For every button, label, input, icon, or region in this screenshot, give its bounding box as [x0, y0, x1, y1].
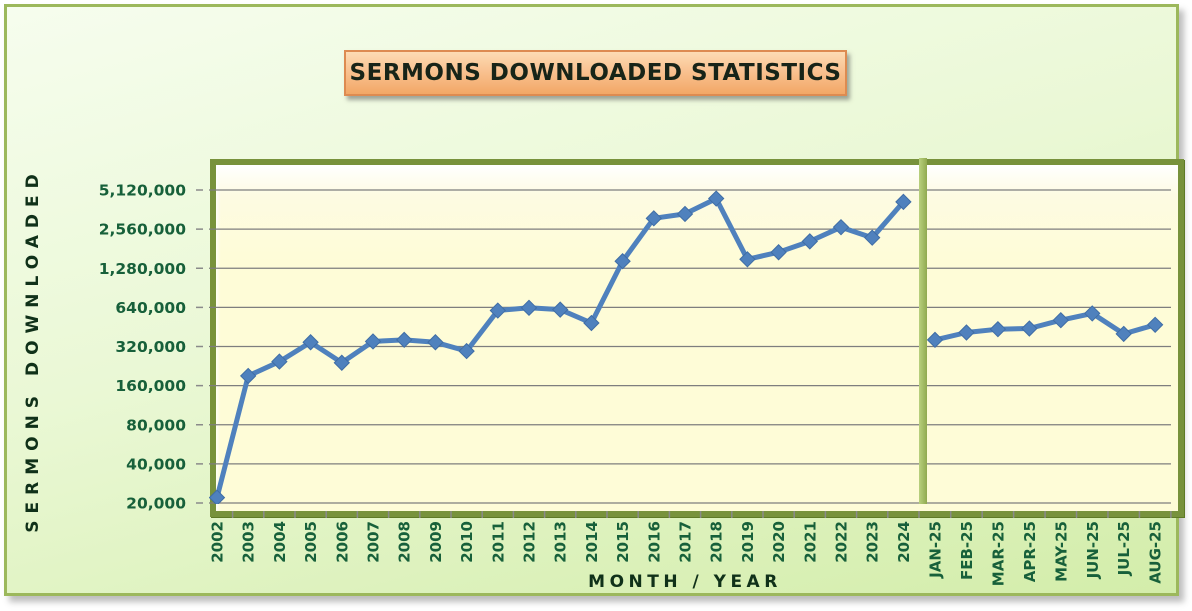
- x-tick-label: MAY-25: [1052, 521, 1070, 582]
- x-tick-label: 2022: [833, 521, 851, 563]
- data-point: [676, 205, 694, 223]
- x-tick-label: FEB-25: [958, 521, 976, 580]
- x-tick-label: MAR-25: [989, 521, 1007, 586]
- data-point: [832, 218, 850, 236]
- x-tick-label: 2004: [271, 521, 289, 563]
- x-tick-label: JUL-25: [1115, 521, 1133, 576]
- data-point: [739, 251, 756, 268]
- data-point: [614, 253, 631, 270]
- x-axis-title: MONTH / YEAR: [588, 572, 782, 592]
- x-tick-label: APR-25: [1021, 521, 1039, 582]
- y-tick-label: 1,280,000: [99, 260, 186, 278]
- data-point: [427, 334, 444, 351]
- data-point: [1084, 305, 1101, 322]
- data-point: [489, 302, 507, 319]
- x-tick-label: 2024: [895, 521, 913, 563]
- x-tick-label: 2023: [864, 521, 882, 563]
- x-tick-label: 2021: [801, 521, 819, 563]
- data-point: [333, 354, 351, 371]
- x-tick-label: 2002: [209, 521, 227, 563]
- x-tick-label: 2005: [302, 521, 320, 563]
- y-tick-label: 5,120,000: [99, 182, 186, 200]
- data-point: [770, 244, 787, 261]
- y-tick-label: 20,000: [126, 495, 186, 513]
- x-tick-label: 2010: [458, 521, 476, 563]
- data-point: [395, 331, 413, 349]
- data-point: [458, 342, 475, 360]
- data-point: [707, 190, 725, 207]
- data-point: [239, 367, 257, 385]
- x-axis-ticks: [231, 511, 1172, 518]
- y-tick-label: 80,000: [126, 416, 186, 434]
- x-tick-label: 2017: [677, 521, 695, 563]
- data-point: [583, 314, 600, 332]
- panel-divider: [919, 158, 927, 504]
- x-axis-labels: 2002 2003 2004 2005 2006 2007 2008 2009 2010 2011…: [209, 521, 1165, 586]
- x-tick-label: 2014: [583, 521, 601, 563]
- data-point: [364, 333, 382, 350]
- x-tick-label: 2003: [240, 521, 258, 563]
- x-tick-label: 2009: [427, 521, 445, 563]
- chart-title: SERMONS DOWNLOADED STATISTICS: [349, 60, 842, 86]
- data-point: [645, 210, 663, 227]
- data-point: [271, 353, 288, 370]
- y-tick-label: 640,000: [115, 299, 186, 317]
- data-point: [302, 334, 319, 351]
- x-tick-label: 2016: [645, 521, 663, 563]
- x-tick-label: JUN-25: [1084, 521, 1102, 579]
- x-tick-label: 2006: [333, 521, 351, 563]
- series-line: [214, 196, 906, 501]
- data-point: [1021, 320, 1038, 337]
- x-tick-label: 2018: [708, 521, 726, 563]
- data-point: [958, 324, 975, 341]
- x-tick-label: 2015: [614, 521, 632, 563]
- chart-panel: SERMONS DOWNLOADED STATISTICS: [4, 4, 1184, 596]
- y-tick-label: 160,000: [115, 377, 186, 395]
- x-tick-label: 2012: [521, 521, 539, 563]
- data-point: [520, 299, 538, 317]
- series-monthly-2025: [926, 305, 1164, 349]
- x-tick-label: 2008: [396, 521, 414, 563]
- data-point: [801, 233, 819, 250]
- y-axis-title: SERMONS DOWNLOADED: [23, 167, 43, 532]
- data-point: [209, 489, 226, 504]
- y-axis-labels: 20,000 40,000 80,000 160,000 320,000 640,000 1…: [99, 182, 186, 513]
- data-point: [1052, 311, 1070, 329]
- gridlines: [196, 189, 1171, 504]
- x-tick-label: 2019: [739, 521, 757, 563]
- data-point: [863, 229, 881, 246]
- data-point: [1115, 325, 1132, 343]
- x-tick-label: 2011: [489, 521, 507, 563]
- series-yearly-2002-2024: [209, 190, 912, 504]
- data-point: [926, 331, 944, 349]
- x-tick-label: 2013: [552, 521, 570, 563]
- x-tick-label: JAN-25: [927, 521, 945, 579]
- x-tick-label: 2007: [365, 521, 383, 563]
- x-tick-label: 2020: [770, 521, 788, 563]
- x-tick-label: AUG-25: [1147, 521, 1165, 584]
- data-point: [989, 320, 1007, 338]
- y-tick-label: 320,000: [115, 338, 186, 356]
- y-tick-label: 40,000: [126, 455, 186, 473]
- y-tick-label: 2,560,000: [99, 221, 186, 239]
- data-point: [895, 193, 912, 211]
- chart-title-box: SERMONS DOWNLOADED STATISTICS: [344, 50, 847, 96]
- data-point: [551, 301, 569, 318]
- data-point: [1146, 316, 1164, 334]
